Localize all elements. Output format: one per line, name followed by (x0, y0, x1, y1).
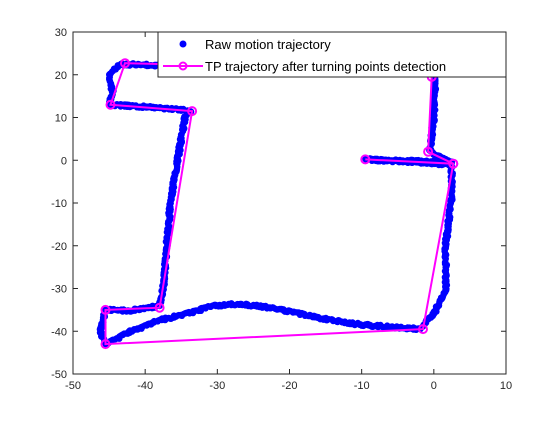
tp-trajectory-line (104, 62, 455, 346)
tp-turning-point (154, 302, 165, 313)
y-tick-label: 20 (55, 70, 67, 82)
x-tick-label: -10 (354, 380, 370, 392)
legend: Raw motion trajectory TP trajectory afte… (157, 31, 507, 78)
y-tick-label: -50 (51, 369, 67, 381)
x-tick-label: 0 (431, 380, 437, 392)
legend-raw-marker (179, 40, 187, 48)
y-tick-label: 30 (55, 27, 67, 39)
tp-turning-point (360, 154, 371, 165)
y-tick-label: -40 (51, 326, 67, 338)
tp-turning-point (120, 58, 130, 69)
tp-turning-point (105, 99, 116, 110)
legend-tp-marker (178, 61, 188, 71)
legend-raw-label: Raw motion trajectory (205, 37, 331, 52)
tp-turning-point (448, 158, 459, 169)
y-axis-ticks: -50 -40 -30 -20 -10 0 10 20 30 (51, 27, 506, 381)
tp-turning-point (423, 146, 434, 157)
y-tick-label: -10 (51, 198, 67, 210)
tp-turning-point (187, 106, 198, 117)
tp-trajectory-series (100, 58, 459, 350)
raw-trajectory-series (96, 60, 456, 348)
x-tick-label: -50 (65, 380, 81, 392)
legend-tp-label: TP trajectory after turning points detec… (205, 59, 446, 74)
plot-area-frame (72, 31, 507, 375)
legend-box (157, 31, 507, 78)
x-tick-label: -20 (282, 380, 298, 392)
tp-turning-point (100, 304, 111, 315)
x-tick-label: 10 (500, 380, 512, 392)
y-tick-label: -20 (51, 241, 67, 253)
x-tick-label: -30 (209, 380, 225, 392)
y-tick-label: 10 (55, 113, 67, 125)
y-tick-label: -30 (51, 284, 67, 296)
tp-turning-point (100, 339, 111, 350)
y-tick-label: 0 (61, 155, 67, 167)
tp-turning-point (418, 324, 428, 335)
x-tick-label: -40 (137, 380, 153, 392)
